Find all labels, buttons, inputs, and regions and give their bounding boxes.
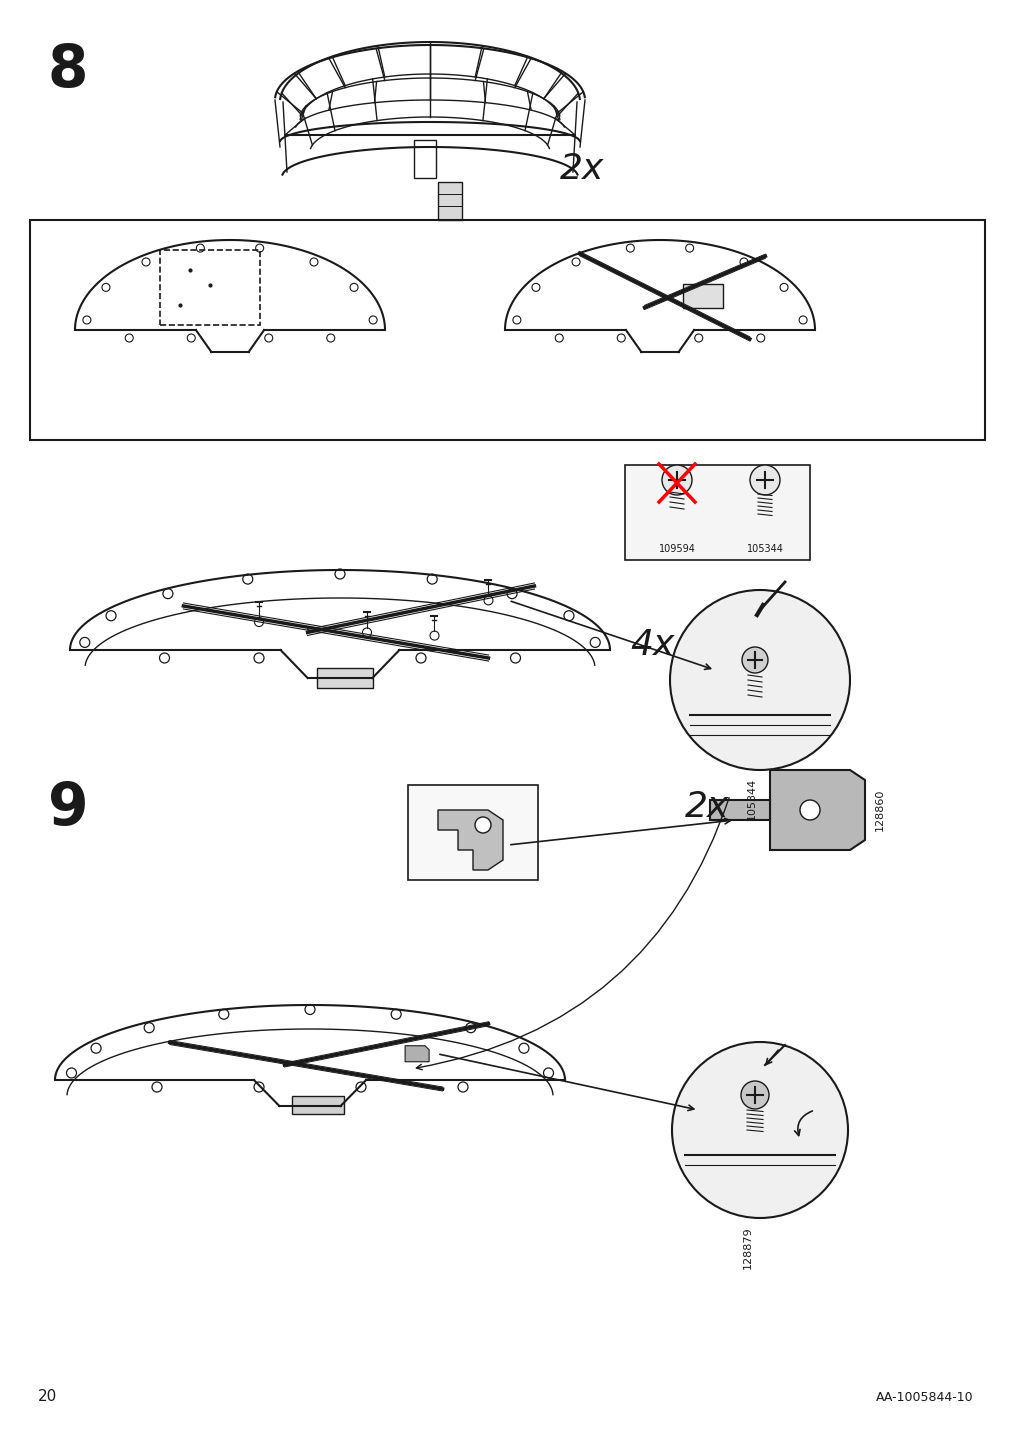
Text: 2x: 2x xyxy=(684,790,729,823)
Text: 9: 9 xyxy=(48,780,89,836)
Bar xyxy=(438,182,462,221)
Polygon shape xyxy=(710,800,769,821)
Polygon shape xyxy=(404,1045,429,1061)
Bar xyxy=(407,785,538,881)
Circle shape xyxy=(749,465,779,495)
Circle shape xyxy=(661,465,692,495)
Circle shape xyxy=(800,800,819,821)
Circle shape xyxy=(671,1042,847,1219)
Text: 105344: 105344 xyxy=(746,544,783,554)
Bar xyxy=(316,667,373,687)
Text: 20: 20 xyxy=(38,1389,58,1403)
Circle shape xyxy=(669,590,849,770)
Bar xyxy=(292,1095,344,1114)
Text: 2x: 2x xyxy=(559,152,604,186)
Text: 109594: 109594 xyxy=(658,544,695,554)
Circle shape xyxy=(740,1081,768,1108)
Text: 128879: 128879 xyxy=(742,1226,752,1269)
Polygon shape xyxy=(438,811,502,871)
Text: AA-1005844-10: AA-1005844-10 xyxy=(876,1390,973,1403)
Bar xyxy=(625,465,809,560)
Circle shape xyxy=(741,647,767,673)
Circle shape xyxy=(474,818,490,833)
Text: 105344: 105344 xyxy=(746,778,756,821)
Polygon shape xyxy=(769,770,864,851)
Text: 128860: 128860 xyxy=(875,789,885,831)
Text: 4x: 4x xyxy=(630,629,673,662)
Bar xyxy=(682,284,723,308)
Bar xyxy=(160,251,260,325)
Text: 8: 8 xyxy=(48,42,88,99)
